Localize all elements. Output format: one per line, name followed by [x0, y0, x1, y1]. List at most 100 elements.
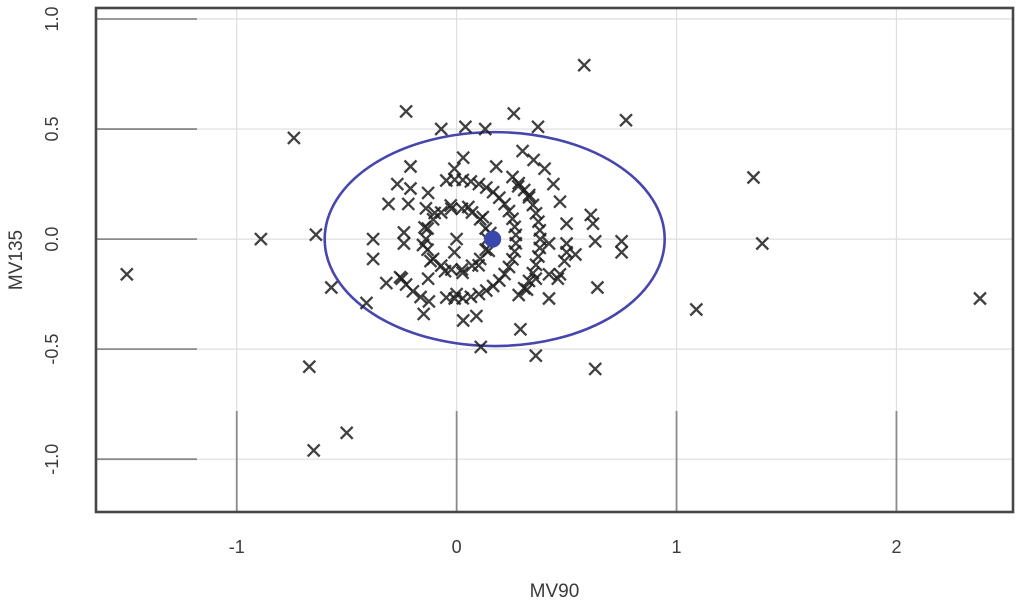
scatter-point-marker — [619, 113, 633, 128]
scatter-point-marker — [583, 208, 598, 222]
scatter-point-marker — [497, 267, 512, 281]
scatter-point-marker — [119, 267, 134, 282]
scatter-point-marker — [287, 131, 301, 145]
y-tick-label: 1.0 — [42, 6, 62, 31]
scatter-point-marker — [447, 161, 462, 176]
scatter-point-marker — [455, 262, 469, 277]
scatter-point-marker — [416, 307, 431, 321]
scatter-point-marker — [526, 153, 541, 167]
scatter-point-marker — [577, 58, 592, 73]
scatter-point-marker — [973, 291, 987, 306]
scatter-point-marker — [399, 104, 413, 119]
gridlines — [96, 8, 1013, 512]
scatter-point-marker — [542, 291, 556, 306]
scatter-point-marker — [515, 144, 530, 158]
scatter-point-marker — [522, 274, 536, 288]
scatter-point-marker — [550, 271, 565, 286]
scatter-point-marker — [366, 252, 380, 266]
scatter-point-marker — [614, 234, 629, 249]
scatter-point-marker — [366, 232, 380, 246]
scatter-point-marker — [517, 281, 532, 296]
scatter-point-marker — [390, 177, 405, 191]
scatter-point-marker — [306, 443, 321, 458]
scatter-point-marker — [529, 206, 543, 221]
scatter-point-marker — [456, 150, 471, 165]
scatter-point-marker — [416, 238, 430, 252]
scatter-point-marker — [456, 313, 471, 328]
mean-point — [484, 230, 502, 248]
scatter-point-marker — [359, 296, 374, 310]
scatter-point-marker — [472, 287, 486, 301]
scatter-point-marker — [302, 359, 317, 374]
scatter-point-marker — [421, 186, 435, 200]
data-points — [119, 58, 987, 458]
scatter-point-marker — [588, 234, 603, 249]
scatter-point-marker — [423, 254, 438, 268]
scatter-point-marker — [522, 190, 536, 205]
y-tick-label: -0.5 — [42, 334, 62, 365]
x-tick-label: 0 — [452, 537, 462, 557]
scatter-point-marker — [422, 294, 436, 309]
scatter-point-marker — [413, 290, 428, 304]
scatter-point-marker — [434, 122, 449, 136]
scatter-point-marker — [502, 204, 516, 218]
scatter-point-marker — [588, 362, 603, 376]
scatter-point-marker — [443, 198, 458, 213]
scatter-point-marker — [526, 198, 540, 212]
scatter-point-marker — [254, 232, 268, 246]
scatter-point-marker — [746, 170, 761, 185]
scatter-point-marker — [449, 232, 464, 246]
x-tick-labels: -1 0 1 2 — [229, 537, 902, 557]
scatter-point-marker — [546, 177, 561, 191]
scatter-point-marker — [505, 211, 520, 226]
scatter-point-marker — [479, 180, 494, 195]
scatter-point-marker — [486, 185, 500, 200]
scatter-point-marker — [511, 179, 526, 194]
scatter-point-marker — [506, 106, 521, 121]
x-tick-label: -1 — [229, 537, 245, 557]
scatter-point-marker — [614, 245, 629, 260]
scatter-point-marker — [419, 201, 433, 216]
scatter-point-marker — [421, 271, 435, 286]
plot-frame — [94, 6, 1015, 514]
scatter-point-marker — [397, 225, 411, 240]
scatter-point-marker — [444, 201, 459, 216]
scatter-point-marker — [469, 309, 484, 323]
scatter-point-marker — [559, 216, 574, 231]
scatter-point-marker — [553, 267, 567, 282]
scatter-point-marker — [529, 257, 543, 272]
x-tick-label: 2 — [891, 537, 901, 557]
scatter-point-marker — [505, 252, 520, 267]
scatter-point-marker — [464, 289, 478, 304]
x-axis-label: MV90 — [530, 581, 580, 602]
scatter-point-marker — [403, 159, 418, 174]
scatter-point-marker — [455, 265, 470, 280]
scatter-point-marker — [526, 266, 540, 281]
scatter-point-marker — [528, 348, 543, 363]
scatter-point-marker — [381, 197, 396, 211]
scatter-point-marker — [438, 264, 452, 279]
confidence-ellipse — [323, 130, 666, 348]
y-tick-label: 0.5 — [42, 116, 62, 141]
scatter-point-marker — [379, 276, 394, 290]
scatter-point-marker — [417, 220, 432, 235]
scatter-point-marker — [755, 236, 770, 251]
scatter-point-marker — [489, 159, 504, 174]
y-tick-label: 0.0 — [42, 227, 62, 252]
scatter-point-marker — [531, 119, 545, 134]
scatter-point-marker — [531, 214, 546, 229]
scatter-point-marker — [478, 122, 493, 136]
scatter-point-marker — [568, 247, 583, 262]
scatter-point-marker — [542, 236, 556, 251]
scatter-point-marker — [397, 236, 411, 251]
y-tick-labels: 1.0 0.5 0.0 -0.5 -1.0 — [42, 6, 62, 474]
scatter-point-marker — [513, 322, 528, 337]
scatter-point-marker — [458, 119, 473, 134]
scatter-point-marker — [420, 221, 435, 236]
scatter-point-marker — [553, 194, 567, 209]
tick-marks — [96, 18, 898, 512]
scatter-point-marker — [427, 206, 442, 220]
scatter-point-marker — [309, 227, 323, 242]
scatter-point-marker — [557, 254, 572, 268]
